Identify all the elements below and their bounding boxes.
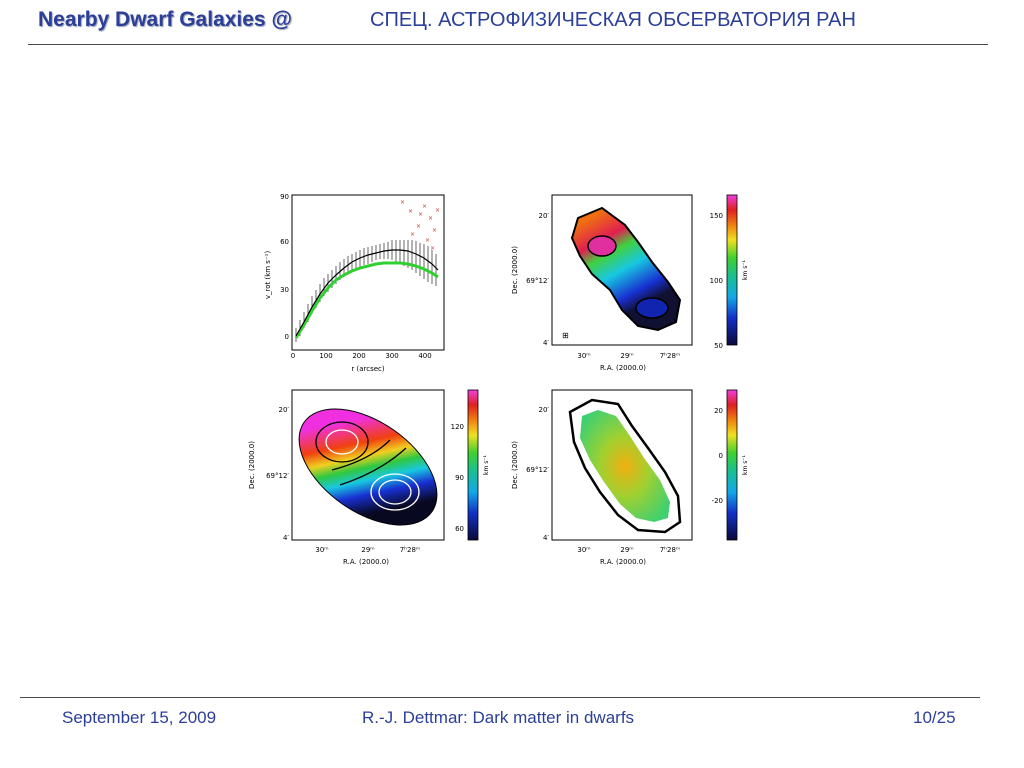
y-tick-label: 90 <box>280 193 289 201</box>
panel-b-x-ticks: 30ᵐ 29ᵐ 7ʰ28ᵐ <box>577 352 680 360</box>
panel-a-xlabel: r (arcsec) <box>351 365 384 373</box>
x-tick-label: 7ʰ28ᵐ <box>660 546 681 554</box>
colorbar-tick-label: 100 <box>710 277 723 285</box>
svg-text:×: × <box>425 237 430 244</box>
panel-a-frame <box>291 194 445 351</box>
y-tick-label: 20′ <box>539 406 550 414</box>
y-tick-label: 20′ <box>539 212 550 220</box>
panel-d-colorbar-label: km s⁻¹ <box>742 454 749 475</box>
svg-text:×: × <box>416 223 421 230</box>
x-tick-label: 0 <box>291 352 295 360</box>
panel-b-xlabel: R.A. (2000.0) <box>600 364 646 372</box>
model-field-panel: 120 90 60 km s⁻¹ 20′ 69°12′ 4′ 30ᵐ 29ᵐ 7… <box>248 389 490 566</box>
panel-c-colorbar-label: km s⁻¹ <box>483 454 490 475</box>
panel-c-ylabel: Dec. (2000.0) <box>248 441 256 489</box>
y-tick-label: 69°12′ <box>526 277 549 285</box>
panel-d-xlabel: R.A. (2000.0) <box>600 558 646 566</box>
svg-text:×: × <box>422 203 427 210</box>
panel-b-colorbar <box>726 194 738 346</box>
y-tick-label: 69°12′ <box>526 466 549 474</box>
panel-c-colorbar <box>467 389 479 541</box>
panel-a-green-curve <box>294 261 439 339</box>
colorbar-tick-label: 150 <box>710 212 723 220</box>
y-tick-label: 4′ <box>543 339 549 347</box>
rotation-curve-panel: 90 60 30 0 0 100 200 300 400 r (arcsec) … <box>264 193 445 373</box>
y-tick-label: 4′ <box>543 534 549 542</box>
footer-divider <box>20 697 980 698</box>
slide-figure: 90 60 30 0 0 100 200 300 400 r (arcsec) … <box>248 193 749 566</box>
panel-a-model-curve <box>295 249 439 337</box>
panel-a-ylabel: v_rot (km s⁻¹) <box>264 251 272 300</box>
y-tick-label: 69°12′ <box>266 472 289 480</box>
slide-header: Nearby Dwarf Galaxies @ СПЕЦ. АСТРОФИЗИЧ… <box>0 0 1024 46</box>
footer-author: R.-J. Dettmar: Dark matter in dwarfs <box>362 708 635 727</box>
x-tick-label: 7ʰ28ᵐ <box>400 546 421 554</box>
x-tick-label: 100 <box>319 352 332 360</box>
panel-b-blue-core <box>635 297 669 319</box>
panel-d-y-ticks: 20′ 69°12′ 4′ <box>526 406 549 542</box>
panel-d-colorbar <box>726 389 738 541</box>
slide-title: Nearby Dwarf Galaxies @ <box>38 8 292 31</box>
y-tick-label: 4′ <box>283 534 289 542</box>
x-tick-label: 29ᵐ <box>361 546 374 554</box>
svg-text:×: × <box>400 199 405 206</box>
panel-c-colorbar-ticks: 120 90 60 <box>451 423 464 533</box>
velocity-field-panel: ⊞ 150 100 50 km s⁻¹ 20′ 69°12′ 4′ 30ᵐ 29… <box>511 194 749 372</box>
x-tick-label: 30ᵐ <box>577 546 590 554</box>
colorbar-tick-label: -20 <box>712 497 723 505</box>
panel-b-colorbar-label: km s⁻¹ <box>742 259 749 280</box>
residual-field-panel: 20 0 -20 km s⁻¹ 20′ 69°12′ 4′ 30ᵐ 29ᵐ 7ʰ… <box>511 389 749 566</box>
x-tick-label: 200 <box>352 352 365 360</box>
panel-d-ylabel: Dec. (2000.0) <box>511 441 519 489</box>
panel-d-field <box>580 410 670 522</box>
panel-b-colorbar-ticks: 150 100 50 <box>710 212 723 350</box>
panel-d-colorbar-ticks: 20 0 -20 <box>712 407 723 505</box>
svg-text:×: × <box>435 207 440 214</box>
svg-text:×: × <box>428 215 433 222</box>
x-tick-label: 7ʰ28ᵐ <box>660 352 681 360</box>
panel-c-x-ticks: 30ᵐ 29ᵐ 7ʰ28ᵐ <box>315 546 420 554</box>
y-tick-label: 30 <box>280 286 289 294</box>
panel-c-y-ticks: 20′ 69°12′ 4′ <box>266 406 289 542</box>
footer-date: September 15, 2009 <box>62 708 217 727</box>
x-tick-label: 30ᵐ <box>315 546 328 554</box>
panel-a-y-ticks: 90 60 30 0 <box>280 193 289 341</box>
y-tick-label: 20′ <box>279 406 290 414</box>
svg-text:×: × <box>430 245 435 252</box>
colorbar-tick-label: 0 <box>719 452 723 460</box>
colorbar-tick-label: 90 <box>455 474 464 482</box>
colorbar-tick-label: 120 <box>451 423 464 431</box>
panel-c-contours <box>315 421 420 511</box>
panel-b-beam-marker: ⊞ <box>562 331 569 340</box>
y-tick-label: 60 <box>280 238 289 246</box>
colorbar-tick-label: 60 <box>455 525 464 533</box>
svg-text:×: × <box>432 227 437 234</box>
panel-a-x-ticks: 0 100 200 300 400 <box>291 352 432 360</box>
panel-d-x-ticks: 30ᵐ 29ᵐ 7ʰ28ᵐ <box>577 546 680 554</box>
x-tick-label: 29ᵐ <box>620 546 633 554</box>
header-divider <box>28 44 988 45</box>
svg-text:×: × <box>410 231 415 238</box>
panel-c-xlabel: R.A. (2000.0) <box>343 558 389 566</box>
svg-text:×: × <box>418 211 423 218</box>
panel-a-red-points: ××× ××× ××× ×× <box>400 199 440 252</box>
panel-b-core <box>587 235 617 257</box>
x-tick-label: 29ᵐ <box>620 352 633 360</box>
colorbar-tick-label: 50 <box>714 342 723 350</box>
panel-c-field <box>298 408 438 526</box>
x-tick-label: 30ᵐ <box>577 352 590 360</box>
x-tick-label: 300 <box>385 352 398 360</box>
y-tick-label: 0 <box>285 333 289 341</box>
panel-b-ylabel: Dec. (2000.0) <box>511 246 519 294</box>
panel-b-y-ticks: 20′ 69°12′ 4′ <box>526 212 549 347</box>
footer-page-number: 10/25 <box>913 708 956 727</box>
svg-text:×: × <box>408 208 413 215</box>
colorbar-tick-label: 20 <box>714 407 723 415</box>
x-tick-label: 400 <box>418 352 431 360</box>
slide-subtitle: СПЕЦ. АСТРОФИЗИЧЕСКАЯ ОБСЕРВАТОРИЯ РАН <box>370 9 856 31</box>
